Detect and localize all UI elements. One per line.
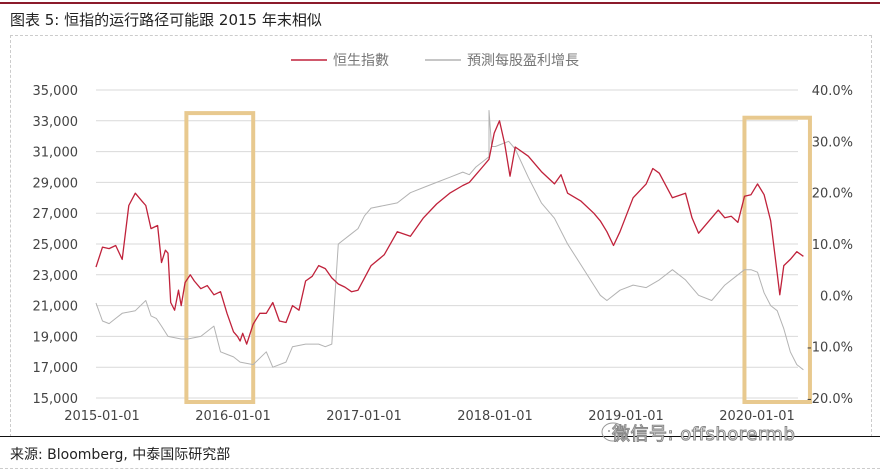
line-chart: 35,000 33,000 31,000 29,000 27,000 25,000 23,0… [33, 53, 854, 424]
y-left-tick-label: 33,000 [33, 115, 79, 130]
y-left-tick-label: 23,000 [33, 269, 79, 284]
y-left-tick-label: 29,000 [33, 176, 79, 191]
y-right-tick-label: -20.0% [807, 392, 853, 407]
y-left-tick-label: 17,000 [33, 361, 79, 376]
y-right-tick-label: -10.0% [807, 341, 853, 356]
source-note: 来源: Bloomberg, 中泰国际研究部 [10, 447, 231, 463]
y-left-tick-label: 19,000 [33, 330, 79, 345]
hsi-line [95, 120, 804, 345]
series-lines [95, 110, 804, 371]
y-left-tick-label: 27,000 [33, 207, 79, 222]
y-left-tick-label: 35,000 [33, 84, 79, 99]
chart-title: 图表 5: 恒指的运行路径可能跟 2015 年末相似 [10, 11, 322, 29]
wechat-icon [601, 422, 625, 442]
x-tick-label: 2016-01-01 [195, 409, 271, 424]
x-tick-label: 2015-01-01 [64, 409, 140, 424]
y-right-tick-label: 0.0% [820, 289, 853, 304]
x-axis-labels: 2015-01-01 2016-01-01 2017-01-01 2018-01-01… [64, 409, 795, 424]
bottom-divider [0, 468, 880, 469]
legend-label: 恒生指數 [333, 53, 389, 69]
x-tick-label: 2017-01-01 [326, 409, 402, 424]
x-tick-label: 2020-01-01 [719, 409, 795, 424]
y-left-tick-label: 21,000 [33, 300, 79, 315]
watermark: 微信号: offshorermb [611, 424, 796, 446]
legend: 恒生指數 預測每股盈利增長 [291, 53, 579, 69]
title-rule [0, 2, 880, 4]
y-left-tick-label: 25,000 [33, 238, 79, 253]
y-right-tick-label: 30.0% [812, 135, 853, 150]
x-tick-label: 2019-01-01 [588, 409, 664, 424]
y-right-tick-label: 20.0% [812, 187, 853, 202]
y-right-tick-label: 10.0% [812, 238, 853, 253]
y-axis-right-labels: 40.0% 30.0% 20.0% 10.0% 0.0% -10.0% -20.0% [807, 84, 853, 407]
gridlines [96, 89, 798, 399]
y-axis-left-labels: 35,000 33,000 31,000 29,000 27,000 25,000 23,0… [33, 84, 79, 407]
legend-label: 預測每股盈利增長 [467, 53, 579, 69]
x-tick-label: 2018-01-01 [457, 409, 533, 424]
y-left-tick-label: 31,000 [33, 146, 79, 161]
y-right-tick-label: 40.0% [812, 84, 853, 99]
y-left-tick-label: 15,000 [33, 392, 79, 407]
eps-growth-line [95, 110, 804, 371]
highlight-box [184, 111, 256, 404]
highlight-box [742, 115, 812, 404]
footer-rule [0, 436, 880, 437]
chart-panel: 35,000 33,000 31,000 29,000 27,000 25,000 23,0… [10, 35, 872, 437]
highlight-boxes [184, 111, 812, 404]
